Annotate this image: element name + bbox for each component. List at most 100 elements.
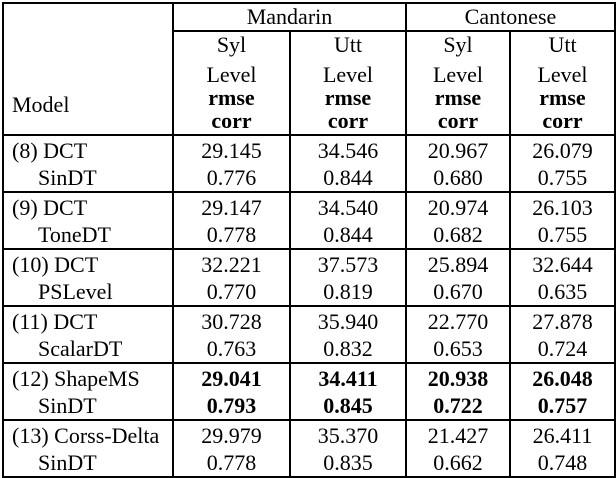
corr-value: 0.778: [206, 221, 257, 247]
model-cell-11: (11) DCT ScalarDT: [2, 305, 174, 364]
table-row-model-13: (13) Corss-Delta SinDT 29.979 0.778 35.3…: [2, 419, 616, 478]
model-name: (8) DCT: [12, 137, 88, 163]
value-cell-cantonese-utt: 26.411 0.748: [509, 419, 616, 478]
subheader-corr-label: corr: [542, 108, 583, 133]
value-cell-cantonese-utt: 27.878 0.724: [509, 305, 616, 364]
model-cell-12: (12) ShapeMS SinDT: [2, 362, 174, 421]
model-variant: SinDT: [38, 164, 97, 190]
rmse-value: 29.147: [201, 194, 262, 220]
corr-value: 0.793: [206, 392, 257, 418]
value-cell-cantonese-syl: 21.427 0.662: [405, 419, 511, 478]
rmse-value: 35.940: [317, 308, 379, 334]
value-cell-cantonese-utt: 26.048 0.757: [509, 362, 616, 421]
corr-value: 0.662: [433, 449, 483, 475]
corr-value: 0.832: [323, 335, 373, 361]
rmse-value: 21.427: [427, 422, 489, 448]
corr-value: 0.757: [537, 392, 588, 418]
value-cell-mandarin-utt: 35.370 0.835: [289, 419, 407, 478]
column-header-cantonese-syl: Syl Level rmse corr: [405, 30, 511, 136]
subheader-line: Utt: [333, 32, 363, 57]
subheader-line: Syl: [216, 32, 247, 57]
value-cell-cantonese-utt: 32.644 0.635: [509, 248, 616, 307]
corr-value: 0.670: [433, 278, 483, 304]
rmse-value: 30.728: [201, 308, 262, 334]
rmse-value: 37.573: [317, 251, 379, 277]
model-cell-13: (13) Corss-Delta SinDT: [2, 419, 174, 478]
value-cell-mandarin-utt: 35.940 0.832: [289, 305, 407, 364]
value-cell-mandarin-syl: 30.728 0.763: [172, 305, 291, 364]
model-variant: ScalarDT: [38, 335, 123, 361]
value-cell-cantonese-utt: 26.103 0.755: [509, 191, 616, 250]
rmse-value: 29.145: [201, 137, 262, 163]
model-variant: SinDT: [38, 392, 97, 418]
rmse-value: 34.411: [318, 365, 378, 391]
rmse-value: 34.546: [317, 137, 379, 163]
value-cell-cantonese-utt: 26.079 0.755: [509, 134, 616, 193]
value-cell-mandarin-syl: 29.041 0.793: [172, 362, 291, 421]
value-cell-cantonese-syl: 20.974 0.682: [405, 191, 511, 250]
table-header-row-metrics: Syl Level rmse corr Utt Level rmse corr …: [3, 30, 616, 136]
column-group-mandarin: Mandarin: [172, 2, 407, 32]
column-header-mandarin-utt: Utt Level rmse corr: [289, 30, 407, 136]
value-cell-mandarin-utt: 34.546 0.844: [289, 134, 407, 193]
corr-value: 0.819: [323, 278, 373, 304]
corr-value: 0.845: [323, 392, 373, 418]
subheader-line: Level: [537, 62, 588, 87]
corr-value: 0.776: [206, 164, 257, 190]
table-row-model-10: (10) DCT PSLevel 32.221 0.770 37.573 0.8…: [2, 248, 616, 307]
model-name: (12) ShapeMS: [12, 365, 140, 391]
table-row-model-9: (9) DCT ToneDT 29.147 0.778 34.540 0.844…: [2, 191, 616, 250]
subheader-line: Utt: [548, 32, 577, 57]
subheader-corr-label: corr: [437, 108, 479, 133]
corr-value: 0.763: [206, 335, 257, 361]
rmse-value: 26.048: [532, 365, 593, 391]
subheader-corr-label: corr: [211, 108, 252, 133]
subheader-line: Level: [322, 62, 374, 87]
corr-value: 0.844: [323, 164, 373, 190]
subheader-rmse-label: rmse: [324, 85, 372, 110]
corr-value: 0.748: [537, 449, 588, 475]
value-cell-mandarin-syl: 32.221 0.770: [172, 248, 291, 307]
corr-value: 0.755: [537, 221, 588, 247]
rmse-value: 29.041: [201, 365, 262, 391]
value-cell-mandarin-syl: 29.145 0.776: [172, 134, 291, 193]
rmse-value: 29.979: [201, 422, 262, 448]
value-cell-cantonese-syl: 20.967 0.680: [405, 134, 511, 193]
model-variant: ToneDT: [38, 221, 111, 247]
rmse-value: 20.967: [427, 137, 489, 163]
column-header-model: Model: [2, 2, 174, 136]
subheader-line: Syl: [443, 32, 473, 57]
model-variant: PSLevel: [38, 278, 113, 304]
corr-value: 0.635: [537, 278, 588, 304]
corr-value: 0.680: [433, 164, 483, 190]
column-header-cantonese-utt: Utt Level rmse corr: [509, 30, 616, 136]
rmse-value: 26.103: [532, 194, 593, 220]
rmse-value: 25.894: [427, 251, 489, 277]
table-row-model-8: (8) DCT SinDT 29.145 0.776 34.546 0.844 …: [2, 134, 616, 193]
model-cell-10: (10) DCT PSLevel: [2, 248, 174, 307]
value-cell-cantonese-syl: 20.938 0.722: [405, 362, 511, 421]
table-header-row-languages: Model Mandarin Cantonese: [2, 2, 616, 136]
model-name: (9) DCT: [12, 194, 88, 220]
subheader-rmse-label: rmse: [539, 85, 586, 110]
value-cell-mandarin-syl: 29.147 0.778: [172, 191, 291, 250]
rmse-value: 22.770: [427, 308, 489, 334]
corr-value: 0.835: [323, 449, 373, 475]
subheader-line: Level: [432, 62, 484, 87]
rmse-value: 32.644: [532, 251, 593, 277]
corr-value: 0.778: [206, 449, 257, 475]
value-cell-mandarin-utt: 34.540 0.844: [289, 191, 407, 250]
value-cell-mandarin-utt: 34.411 0.845: [289, 362, 407, 421]
model-variant: SinDT: [38, 449, 97, 475]
subheader-line: Level: [206, 62, 257, 87]
rmse-value: 26.411: [532, 422, 593, 448]
model-name: (13) Corss-Delta: [12, 422, 160, 448]
subheader-corr-label: corr: [327, 108, 369, 133]
table-row-model-11: (11) DCT ScalarDT 30.728 0.763 35.940 0.…: [2, 305, 616, 364]
value-cell-mandarin-utt: 37.573 0.819: [289, 248, 407, 307]
value-cell-cantonese-syl: 22.770 0.653: [405, 305, 511, 364]
rmse-value: 27.878: [532, 308, 593, 334]
value-cell-cantonese-syl: 25.894 0.670: [405, 248, 511, 307]
subheader-rmse-label: rmse: [434, 85, 482, 110]
